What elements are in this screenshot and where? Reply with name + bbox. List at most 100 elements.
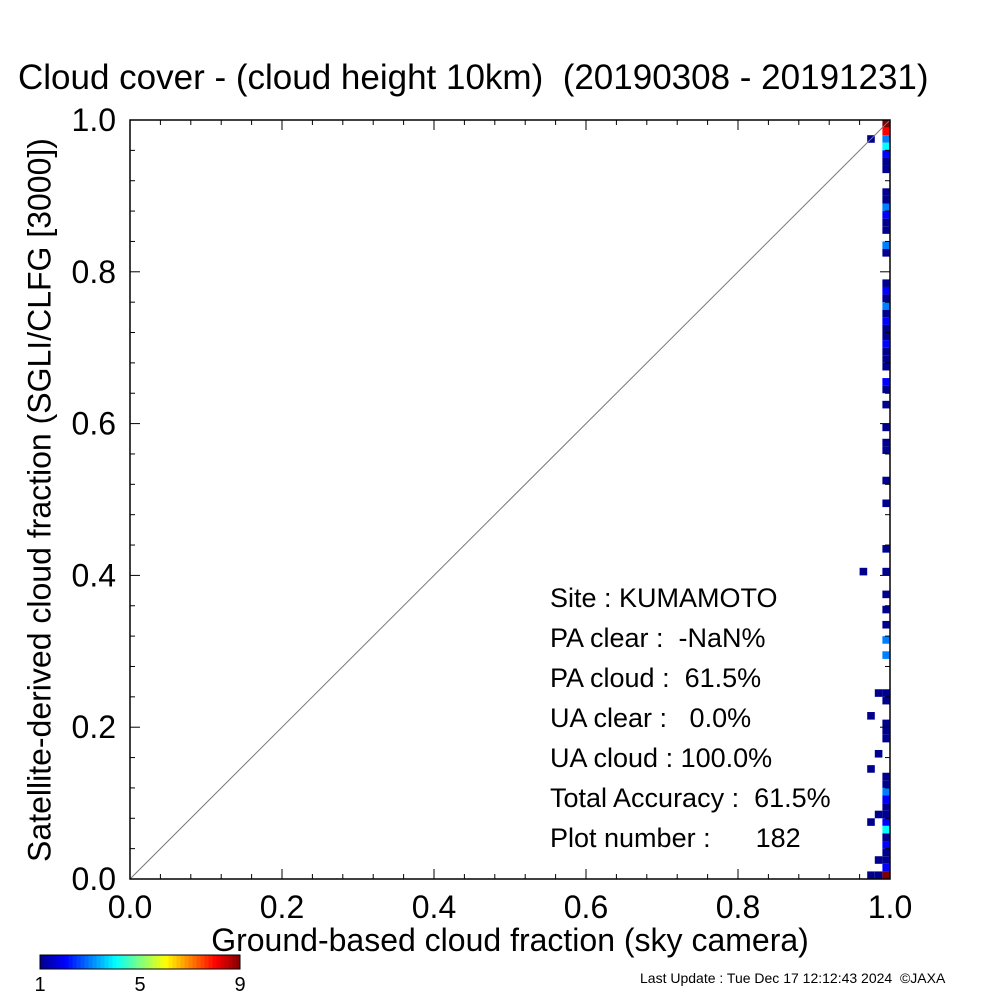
density-cell [882, 385, 890, 394]
density-cell [867, 765, 875, 773]
colorbar-swatch [200, 955, 205, 969]
colorbar-swatch [176, 955, 181, 969]
colorbar-swatch [84, 955, 89, 969]
colorbar-swatch [48, 955, 53, 969]
density-cell [882, 734, 890, 743]
colorbar-swatch [188, 955, 193, 969]
density-cell [867, 712, 875, 720]
density-cell [882, 157, 890, 166]
chart-title: Cloud cover - (cloud height 10km) (20190… [18, 58, 929, 97]
density-cell [882, 567, 890, 576]
density-cell [882, 696, 890, 705]
density-cell [882, 340, 890, 348]
stat-ua-cloud: UA cloud : 100.0% [550, 743, 773, 773]
y-tick-label: 0.4 [72, 557, 116, 593]
colorbar-swatch [192, 955, 197, 969]
density-cell [882, 195, 890, 204]
colorbar-swatch [64, 955, 69, 969]
density-cell [882, 135, 890, 143]
colorbar-swatch [132, 955, 137, 969]
density-cell [874, 871, 883, 879]
colorbar-swatch [136, 955, 141, 969]
density-cell [882, 636, 890, 644]
density-cell [882, 863, 890, 872]
density-cell [882, 620, 890, 629]
colorbar-swatch [112, 955, 117, 969]
colorbar-swatch [40, 955, 45, 969]
density-cell [882, 856, 890, 864]
density-cell [882, 499, 890, 508]
colorbar-tick-mid: 5 [134, 974, 146, 996]
density-cell [882, 545, 890, 553]
x-tick-label: 0.8 [716, 889, 760, 925]
colorbar-swatch [60, 955, 65, 969]
density-cell [882, 294, 890, 303]
density-cell [882, 719, 890, 728]
density-cell [882, 605, 890, 614]
density-cell [882, 651, 890, 659]
stat-pa-clear: PA clear : -NaN% [550, 623, 766, 653]
colorbar-swatch [96, 955, 101, 969]
y-tick-label: 0.8 [72, 254, 116, 290]
colorbar-swatch [212, 955, 217, 969]
density-cell [867, 818, 875, 826]
colorbar-swatch [184, 955, 189, 969]
y-tick-label: 0.2 [72, 709, 116, 745]
density-cell [882, 226, 890, 234]
colorbar-swatch [232, 955, 237, 969]
colorbar-swatch [236, 955, 241, 969]
x-tick-label: 0.0 [108, 889, 152, 925]
density-cell [882, 787, 890, 796]
density-cell [882, 841, 890, 849]
colorbar-tick-max: 9 [234, 974, 246, 996]
density-cell [882, 438, 890, 447]
colorbar-swatch [56, 955, 61, 969]
density-cells [859, 120, 890, 879]
density-cell [882, 689, 890, 697]
density-cell [882, 476, 890, 485]
density-cell [882, 241, 890, 250]
colorbar-swatch [52, 955, 57, 969]
density-cell [882, 211, 890, 219]
colorbar-frame [39, 954, 241, 970]
density-cell [882, 324, 890, 333]
x-tick-label: 0.2 [260, 889, 304, 925]
one-to-one-line [129, 119, 891, 880]
colorbar-swatch [80, 955, 85, 969]
density-cell [882, 871, 890, 879]
colorbar-swatch [76, 955, 81, 969]
density-cell [874, 810, 883, 819]
x-tick-labels: 0.0 0.2 0.4 0.6 0.8 1.0 [108, 889, 912, 925]
colorbar [39, 954, 241, 970]
colorbar-swatch [128, 955, 133, 969]
density-cell [882, 218, 890, 227]
density-cell [882, 818, 890, 826]
density-cell [882, 309, 890, 318]
y-tick-label: 1.0 [72, 102, 116, 138]
density-cell [882, 848, 890, 857]
colorbar-swatch [140, 955, 145, 969]
stat-plot-number: Plot number : 182 [550, 823, 801, 853]
density-cell [882, 772, 890, 781]
x-tick-label: 0.4 [412, 889, 456, 925]
colorbar-swatch [160, 955, 165, 969]
density-cell [882, 780, 890, 788]
density-cell [882, 825, 890, 834]
colorbar-swatch [156, 955, 161, 969]
x-tick-label: 1.0 [868, 889, 912, 925]
density-cell [882, 142, 890, 151]
colorbar-swatch [204, 955, 209, 969]
density-cell [882, 727, 890, 735]
colorbar-swatch [220, 955, 225, 969]
density-cell [874, 689, 883, 697]
density-cell [882, 249, 890, 257]
colorbar-swatch [196, 955, 201, 969]
colorbar-swatch [144, 955, 149, 969]
density-cell [882, 803, 890, 811]
colorbar-swatch [108, 955, 113, 969]
last-update-footer: Last Update : Tue Dec 17 12:12:43 2024 ©… [640, 970, 946, 986]
x-axis-label: Ground-based cloud fraction (sky camera) [211, 922, 809, 958]
density-cell [882, 795, 890, 804]
colorbar-swatch [88, 955, 93, 969]
density-cell [882, 332, 890, 341]
